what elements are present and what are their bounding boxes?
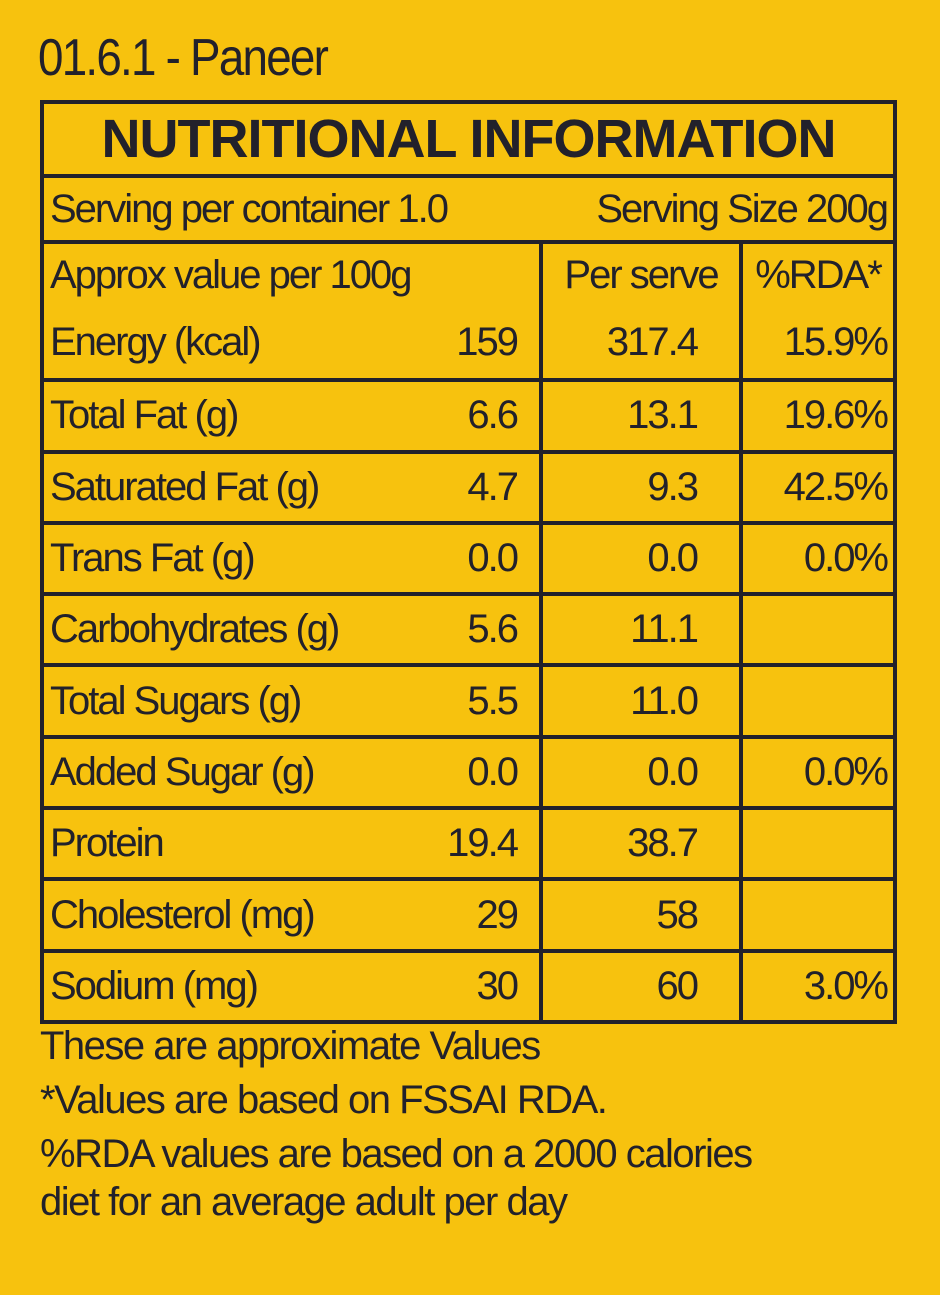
value-per-serve: 11.0 <box>543 667 743 735</box>
nutrient-name: Added Sugar (g) <box>50 749 316 794</box>
footnote-approx: These are approximate Values <box>40 1024 541 1068</box>
value-per-100g: 6.6 <box>467 393 519 438</box>
value-rda <box>743 810 893 877</box>
nutrition-table: NUTRITIONAL INFORMATION Serving per cont… <box>40 100 897 1024</box>
value-rda: 15.9% <box>783 320 889 365</box>
value-rda: 42.5% <box>783 464 889 509</box>
nutrient-name: Total Fat (g) <box>50 393 239 438</box>
nutrient-cell: Sodium (mg) 30 <box>44 952 543 1020</box>
table-row: Energy (kcal) 159 317.4 15.9% <box>44 307 893 379</box>
footnotes: These are approximate Values *Values are… <box>40 1022 753 1226</box>
table-row: Sodium (mg) 30 60 3.0% <box>44 948 893 1020</box>
column-header-per-serve: Per serve <box>543 244 743 307</box>
value-per-100g: 4.7 <box>467 464 519 509</box>
value-rda: 3.0% <box>803 963 889 1008</box>
nutrient-name: Trans Fat (g) <box>50 536 256 581</box>
nutrient-cell: Trans Fat (g) 0.0 <box>44 524 543 593</box>
value-per-100g: 19.4 <box>447 821 519 866</box>
serving-size: Serving Size 200g <box>596 186 889 231</box>
value-per-serve: 58 <box>543 881 743 949</box>
table-row: Saturated Fat (g) 4.7 9.3 42.5% <box>44 449 893 521</box>
value-per-100g: 29 <box>476 892 519 937</box>
nutrient-name: Protein <box>50 821 165 866</box>
nutrient-cell: Cholesterol (mg) 29 <box>44 881 543 949</box>
value-rda <box>743 667 893 734</box>
value-rda <box>743 881 893 948</box>
value-rda: 19.6% <box>783 393 889 438</box>
value-per-serve: 38.7 <box>543 810 743 878</box>
nutrient-cell: Total Sugars (g) 5.5 <box>44 667 543 735</box>
nutrient-name: Carbohydrates (g) <box>50 607 340 652</box>
value-per-serve: 0.0 <box>543 738 743 807</box>
value-per-100g: 159 <box>456 320 519 365</box>
nutrient-cell: Carbohydrates (g) 5.6 <box>44 596 543 664</box>
value-rda <box>743 596 893 663</box>
nutrient-cell: Added Sugar (g) 0.0 <box>44 738 543 807</box>
serving-per-container: Serving per container 1.0 <box>50 186 449 231</box>
value-rda: 0.0% <box>803 536 889 581</box>
table-row: Total Sugars (g) 5.5 11.0 <box>44 663 893 735</box>
nutrient-name: Energy (kcal) <box>50 320 262 365</box>
footnote-fssai: *Values are based on FSSAI RDA. <box>40 1078 608 1122</box>
value-per-100g: 5.5 <box>467 678 519 723</box>
nutrient-cell: Total Fat (g) 6.6 <box>44 382 543 450</box>
nutrient-cell: Protein 19.4 <box>44 810 543 878</box>
product-title: 01.6.1 - Paneer <box>38 29 329 87</box>
nutrient-cell: Saturated Fat (g) 4.7 <box>44 453 543 521</box>
value-per-serve: 13.1 <box>543 382 743 450</box>
table-row: Trans Fat (g) 0.0 0.0 0.0% <box>44 520 893 593</box>
table-row: Cholesterol (mg) 29 58 <box>44 877 893 949</box>
footnote-rda-line1: %RDA values are based on a 2000 calories <box>40 1132 753 1176</box>
value-per-serve: 317.4 <box>543 307 743 379</box>
table-row: Protein 19.4 38.7 <box>44 806 893 878</box>
nutrient-name: Cholesterol (mg) <box>50 892 316 937</box>
value-per-100g: 5.6 <box>467 607 519 652</box>
nutrient-name: Saturated Fat (g) <box>50 464 320 509</box>
footnote-rda-line2: diet for an average adult per day <box>40 1180 568 1224</box>
value-per-100g: 0.0 <box>467 749 519 794</box>
nutrient-name: Sodium (mg) <box>50 963 259 1008</box>
table-row: Added Sugar (g) 0.0 0.0 0.0% <box>44 734 893 807</box>
value-per-100g: 30 <box>476 963 519 1008</box>
column-header-row: Approx value per 100g Per serve %RDA* <box>44 240 893 307</box>
value-per-serve: 0.0 <box>543 524 743 593</box>
nutrient-rows: Energy (kcal) 159 317.4 15.9% Total Fat (g) 6… <box>44 307 893 1020</box>
value-per-serve: 9.3 <box>543 453 743 521</box>
serving-row: Serving per container 1.0 Serving Size 2… <box>44 174 893 240</box>
table-row: Carbohydrates (g) 5.6 11.1 <box>44 592 893 664</box>
column-header-per100: Approx value per 100g <box>44 244 543 307</box>
value-rda: 0.0% <box>803 749 889 794</box>
value-per-serve: 11.1 <box>543 596 743 664</box>
value-per-100g: 0.0 <box>467 536 519 581</box>
table-heading: NUTRITIONAL INFORMATION <box>101 109 837 169</box>
table-row: Total Fat (g) 6.6 13.1 19.6% <box>44 378 893 450</box>
column-header-rda: %RDA* <box>755 253 883 297</box>
nutrient-name: Total Sugars (g) <box>50 678 302 723</box>
nutrient-cell: Energy (kcal) 159 <box>44 307 543 379</box>
value-per-serve: 60 <box>543 952 743 1020</box>
